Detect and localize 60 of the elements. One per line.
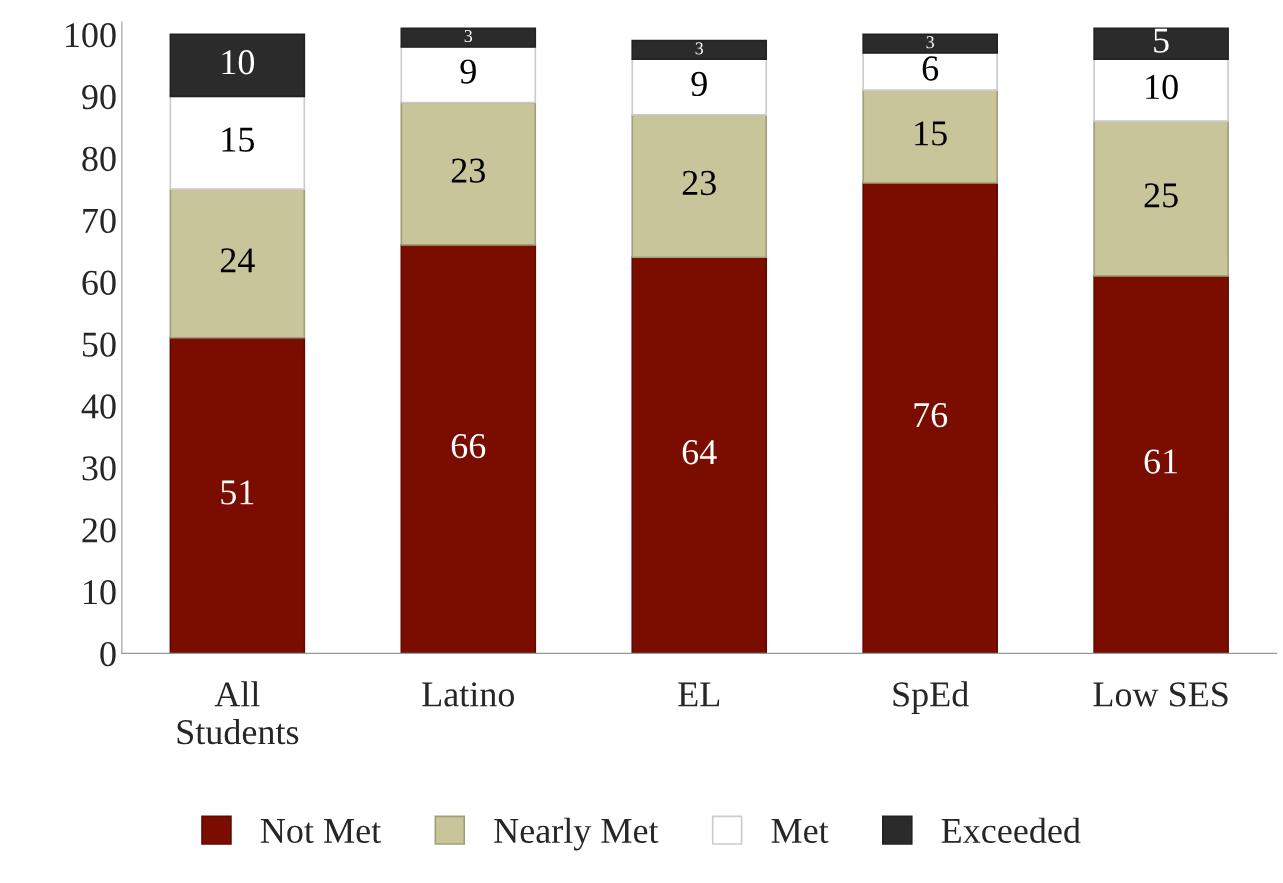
bar <box>862 52 998 91</box>
bar <box>400 27 537 48</box>
bar <box>169 95 306 191</box>
data-label: 5 <box>1154 28 1169 53</box>
bar <box>631 114 768 259</box>
data-label: 3 <box>926 36 934 49</box>
bar <box>631 256 768 654</box>
y-tick-label: 0 <box>100 641 116 667</box>
data-label: 9 <box>691 71 707 97</box>
bar <box>631 39 768 61</box>
bar <box>1093 275 1229 654</box>
data-label: 51 <box>221 480 254 505</box>
data-label: 23 <box>451 158 485 183</box>
y-tick-label: 50 <box>83 332 116 357</box>
y-tick-label: 30 <box>82 456 116 481</box>
x-tick-label: Latino <box>422 682 515 707</box>
legend-label: Nearly Met <box>494 817 659 851</box>
data-label: 10 <box>1146 74 1178 100</box>
bar <box>862 89 998 184</box>
bar <box>631 58 768 116</box>
y-tick-label: 90 <box>82 84 116 110</box>
y-tick-label: 40 <box>81 394 116 419</box>
y-tick-label: 20 <box>82 518 116 543</box>
data-label: 15 <box>222 127 254 152</box>
data-label: 9 <box>460 59 476 84</box>
x-tick-label: EL <box>678 682 720 707</box>
data-label: 3 <box>695 42 704 55</box>
x-tick-label: All Students <box>177 681 299 745</box>
x-tick-label: Low SES <box>1093 682 1228 707</box>
y-tick-label: 60 <box>82 270 116 295</box>
legend-label: Not Met <box>260 819 381 844</box>
bar <box>169 33 306 98</box>
data-label: 64 <box>682 440 717 465</box>
bar <box>862 182 998 654</box>
data-label: 23 <box>682 170 716 196</box>
data-label: 76 <box>914 402 948 428</box>
bar <box>169 188 306 339</box>
data-label: 10 <box>222 50 255 75</box>
data-label: 24 <box>220 248 255 273</box>
x-tick-label: SpEd <box>893 681 969 714</box>
data-label: 25 <box>1144 183 1178 208</box>
bar <box>400 45 537 104</box>
bar <box>169 336 306 654</box>
y-tick-label: 100 <box>66 22 116 48</box>
bar <box>1093 58 1229 122</box>
bar <box>1093 120 1229 277</box>
data-label: 6 <box>922 56 939 81</box>
y-tick-label: 80 <box>82 146 116 172</box>
bar <box>862 33 998 54</box>
y-tick-label: 10 <box>84 580 116 605</box>
bar <box>1093 27 1229 61</box>
bar <box>400 101 537 246</box>
y-tick-label: 70 <box>83 208 116 234</box>
data-label: 61 <box>1144 449 1177 474</box>
data-label: 3 <box>464 29 473 43</box>
bar <box>400 244 537 654</box>
legend-label: Exceeded <box>941 817 1081 844</box>
data-label: 15 <box>915 121 947 146</box>
legend-label: Met <box>771 819 829 844</box>
data-label: 66 <box>451 433 486 459</box>
